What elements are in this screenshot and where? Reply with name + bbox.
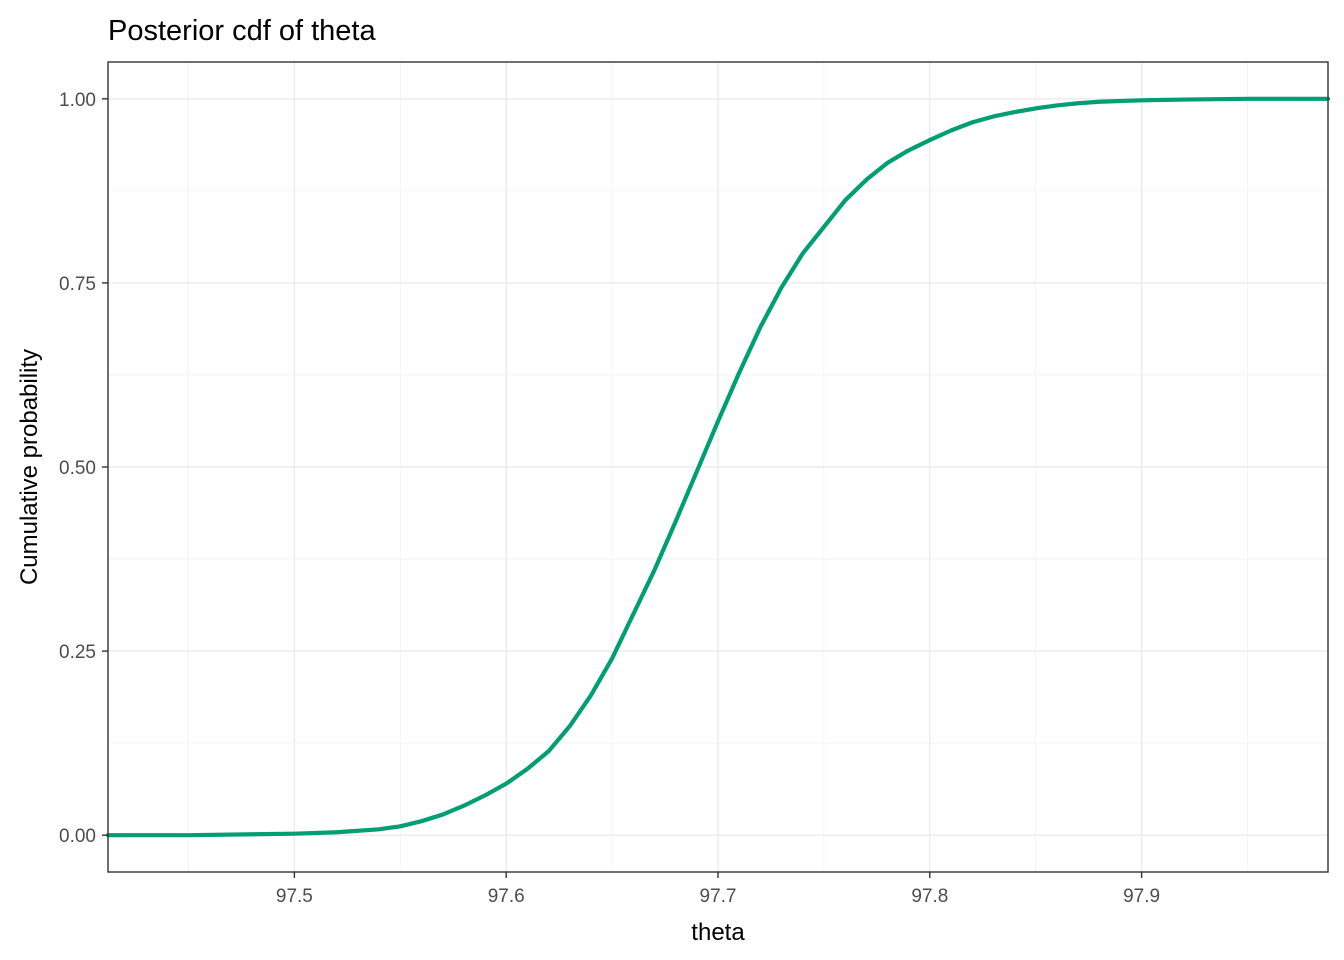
x-tick-label: 97.6 — [488, 886, 525, 907]
y-tick-label: 0.75 — [59, 274, 96, 295]
x-tick-label: 97.5 — [276, 886, 313, 907]
x-tick-label: 97.7 — [700, 886, 737, 907]
y-tick-label: 0.50 — [59, 458, 96, 479]
chart-title: Posterior cdf of theta — [108, 15, 376, 47]
x-axis: 97.5 97.6 97.7 97.8 97.9 — [276, 872, 1160, 907]
x-tick-label: 97.9 — [1123, 886, 1160, 907]
x-tick-label: 97.8 — [911, 886, 948, 907]
major-gridlines — [108, 62, 1328, 872]
y-tick-label: 0.25 — [59, 642, 96, 663]
y-axis-title: Cumulative probability — [16, 349, 43, 585]
y-tick-label: 1.00 — [59, 90, 96, 111]
y-axis: 0.00 0.25 0.50 0.75 1.00 — [59, 90, 108, 847]
y-tick-label: 0.00 — [59, 826, 96, 847]
x-axis-title: theta — [691, 919, 745, 946]
cdf-series-line — [105, 96, 1331, 838]
